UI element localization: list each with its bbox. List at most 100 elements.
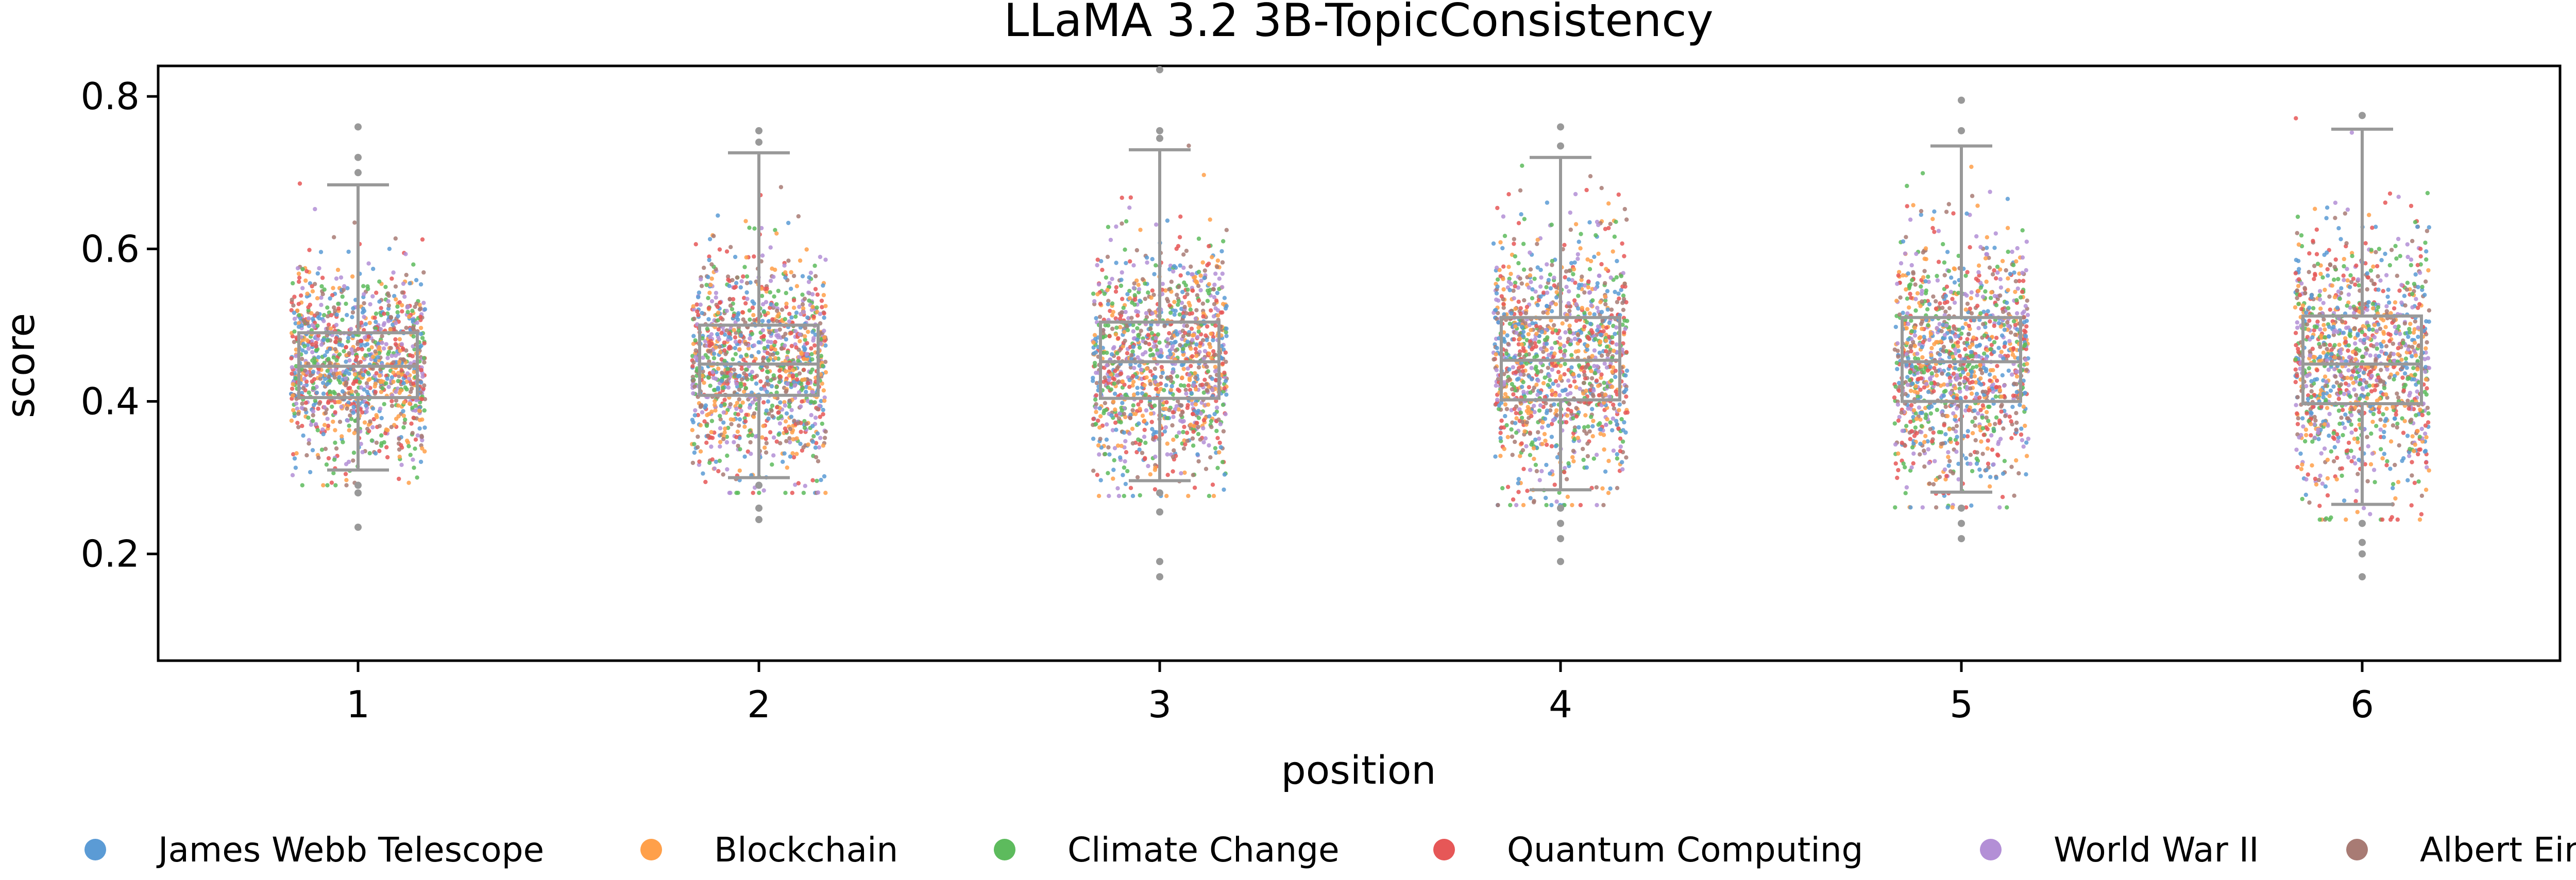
data-point xyxy=(760,253,765,258)
data-point xyxy=(366,370,370,375)
data-point xyxy=(394,389,398,394)
data-point xyxy=(404,387,409,392)
data-point xyxy=(1113,420,1118,425)
data-point xyxy=(1614,325,1619,330)
data-point xyxy=(767,411,771,416)
data-point xyxy=(325,326,330,331)
data-point xyxy=(1201,440,1206,445)
data-point xyxy=(1157,340,1162,345)
data-point xyxy=(321,319,326,323)
data-point xyxy=(1183,283,1188,288)
data-point xyxy=(1621,297,1626,301)
data-point xyxy=(1524,353,1529,357)
data-point xyxy=(1534,324,1539,329)
data-point xyxy=(736,311,741,316)
data-point xyxy=(1565,392,1570,397)
data-point xyxy=(376,355,380,359)
data-point xyxy=(1209,425,1214,429)
data-point xyxy=(1191,429,1196,434)
data-point xyxy=(741,317,745,322)
data-point xyxy=(1613,368,1618,373)
data-point xyxy=(747,226,752,230)
data-point xyxy=(816,459,821,463)
data-point xyxy=(317,401,321,406)
data-point xyxy=(1603,302,1608,307)
data-point xyxy=(783,491,788,495)
data-point xyxy=(293,465,298,470)
data-point xyxy=(1185,405,1190,410)
data-point xyxy=(396,371,401,375)
data-point xyxy=(754,381,759,386)
data-point xyxy=(717,458,722,463)
data-point xyxy=(801,309,806,315)
data-point xyxy=(1185,339,1190,344)
data-point xyxy=(790,451,795,456)
data-point xyxy=(778,400,783,405)
data-point xyxy=(1562,243,1567,247)
data-point xyxy=(1143,297,1147,301)
data-point xyxy=(315,311,320,316)
data-point xyxy=(769,302,773,307)
data-point xyxy=(1523,311,1529,316)
data-point xyxy=(333,339,338,344)
data-point xyxy=(1178,273,1183,278)
data-point xyxy=(381,346,386,351)
data-point xyxy=(420,237,425,242)
data-point xyxy=(1223,378,1228,383)
data-point xyxy=(748,440,753,445)
data-point xyxy=(290,386,295,391)
data-point xyxy=(768,430,773,435)
data-point xyxy=(718,350,723,355)
data-point xyxy=(325,483,330,488)
data-point xyxy=(814,441,819,445)
data-point xyxy=(388,346,393,351)
data-point xyxy=(822,474,827,479)
data-point xyxy=(2023,423,2027,428)
data-point xyxy=(1094,422,1098,426)
data-point xyxy=(1189,391,1194,395)
data-point xyxy=(1602,447,1606,452)
data-point xyxy=(1494,383,1498,388)
data-point xyxy=(1196,325,1201,330)
data-point xyxy=(823,359,828,364)
data-point xyxy=(340,434,344,439)
data-point xyxy=(1624,217,1629,222)
data-point xyxy=(1553,302,1558,306)
data-point xyxy=(715,304,720,309)
data-point xyxy=(1562,470,1567,475)
data-point xyxy=(764,437,768,441)
data-point xyxy=(1564,285,1569,289)
data-point xyxy=(413,446,417,451)
data-point xyxy=(1494,297,1499,302)
data-point xyxy=(1491,241,1496,246)
data-point xyxy=(414,301,419,306)
data-point xyxy=(1159,365,1164,370)
data-point xyxy=(1153,435,1158,439)
data-point xyxy=(1137,287,1142,291)
data-point xyxy=(1106,445,1111,450)
data-point xyxy=(1125,351,1130,356)
data-point xyxy=(1205,299,1210,303)
data-point xyxy=(351,405,356,409)
data-point xyxy=(818,415,822,419)
data-point xyxy=(1601,503,1606,508)
data-point xyxy=(1209,419,1214,423)
data-point xyxy=(1976,263,1981,268)
data-point xyxy=(711,234,716,238)
data-point xyxy=(769,384,774,389)
data-point xyxy=(1221,361,1225,366)
data-point xyxy=(1553,393,1558,398)
data-point xyxy=(785,350,790,355)
data-point xyxy=(421,386,426,391)
data-point xyxy=(1224,228,1229,232)
data-point xyxy=(1132,293,1137,298)
data-point xyxy=(1193,347,1198,351)
data-point xyxy=(764,441,769,445)
data-point xyxy=(1600,486,1605,491)
data-point xyxy=(369,438,374,443)
data-point xyxy=(1511,497,1516,502)
data-point xyxy=(379,441,384,445)
data-point xyxy=(1594,453,1599,457)
data-point xyxy=(1213,446,1218,451)
data-point xyxy=(753,434,758,439)
